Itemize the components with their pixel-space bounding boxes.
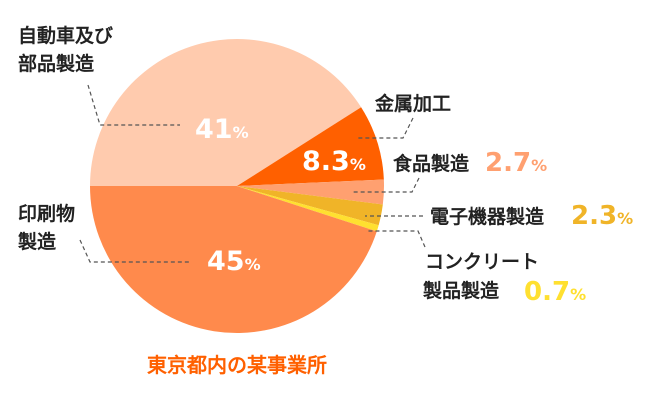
category-label-electronics: 電子機器製造 bbox=[430, 205, 545, 228]
leader-line-metal bbox=[358, 117, 414, 139]
value-label-printing: 45% bbox=[207, 246, 261, 277]
chart-title: 東京都内の某事業所 bbox=[147, 353, 327, 377]
value-label-metal: 8.3% bbox=[302, 146, 366, 177]
category-label-metal: 金属加工 bbox=[374, 92, 451, 115]
category-label-food: 食品製造 bbox=[393, 152, 470, 175]
value-label-electronics: 2.3% bbox=[571, 201, 633, 231]
category-label-auto-line2: 部品製造 bbox=[18, 52, 95, 75]
category-label-printing-line2: 製造 bbox=[17, 230, 57, 253]
pie-slice-1 bbox=[237, 107, 384, 186]
category-label-printing: 印刷物 bbox=[18, 202, 75, 225]
leader-line-food bbox=[352, 177, 420, 193]
pie-slice-0 bbox=[90, 39, 362, 187]
value-label-food: 2.7% bbox=[485, 148, 547, 178]
pie-slices bbox=[89, 39, 385, 333]
value-label-auto: 41% bbox=[195, 114, 249, 145]
pie-slice-2 bbox=[237, 179, 385, 205]
pie-slice-5 bbox=[89, 186, 377, 333]
category-label-auto: 自動車及び bbox=[18, 24, 113, 47]
pie-slice-4 bbox=[237, 186, 379, 232]
leader-line-concrete bbox=[367, 230, 426, 248]
value-label-concrete: 0.7% bbox=[524, 277, 586, 307]
category-label-concrete-line2: 製品製造 bbox=[422, 279, 500, 302]
leader-line-printing bbox=[79, 239, 190, 263]
category-label-concrete: コンクリート bbox=[425, 251, 539, 273]
pie-slice-3 bbox=[237, 186, 383, 226]
